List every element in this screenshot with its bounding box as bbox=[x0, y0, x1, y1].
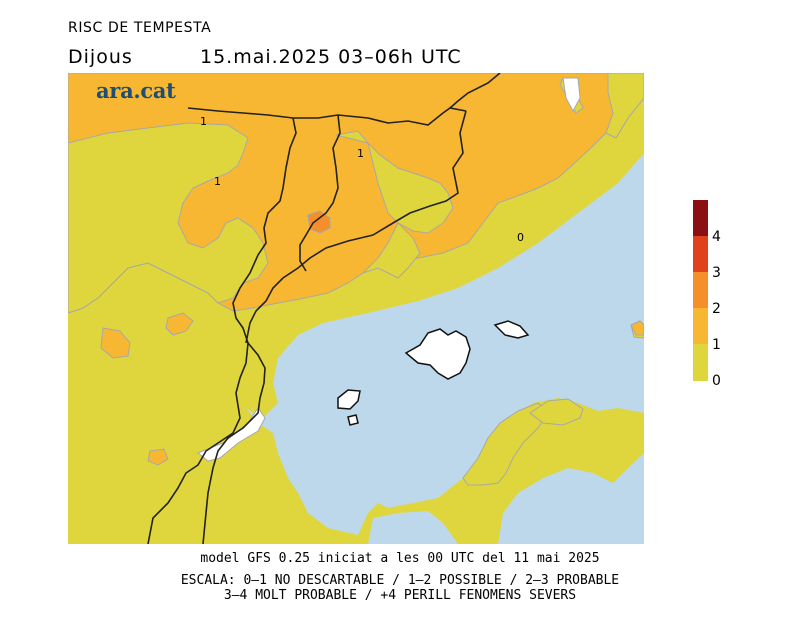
forecast-time: Dijous 15.mai.2025 03–06h UTC bbox=[68, 46, 462, 68]
risk-level-1-2-patch-coast bbox=[165, 312, 194, 336]
contour-labels: 1 1 1 0 bbox=[200, 115, 524, 244]
sea-area-south bbox=[368, 511, 458, 544]
forecast-day: Dijous bbox=[68, 46, 133, 68]
contour-label-0-sea: 0 bbox=[517, 231, 524, 244]
sea-area-south-east bbox=[498, 453, 644, 544]
legend-label-4: 4 bbox=[712, 229, 721, 245]
risk-level-0-1-west-hole bbox=[68, 122, 269, 314]
france-border bbox=[187, 107, 467, 126]
legend-swatch-4-plus bbox=[693, 200, 708, 236]
aragon-border bbox=[147, 117, 297, 544]
legend-label-3: 3 bbox=[712, 265, 721, 281]
legend-label-2: 2 bbox=[712, 301, 721, 317]
northeast-white-area bbox=[562, 77, 581, 113]
formentera-island bbox=[347, 414, 359, 426]
valencia-coastline bbox=[202, 342, 266, 544]
ibiza-island bbox=[337, 389, 361, 410]
legend-swatch-2-3 bbox=[693, 272, 708, 308]
catalonia-interior-border bbox=[299, 114, 341, 272]
risk-level-0-1-east-patch bbox=[529, 398, 584, 426]
risk-level-1-2-patch-east bbox=[630, 320, 644, 336]
model-info: model GFS 0.25 iniciat a les 00 UTC del … bbox=[200, 551, 600, 566]
mallorca-island bbox=[404, 328, 471, 380]
france-coast bbox=[449, 73, 501, 109]
political-borders bbox=[147, 73, 501, 544]
contour-label-1-east: 1 bbox=[357, 147, 364, 160]
forecast-datetime: 15.mai.2025 03–06h UTC bbox=[200, 46, 462, 68]
menorca-island bbox=[493, 320, 530, 339]
legend-swatch-0-1 bbox=[693, 344, 708, 381]
ara-cat-logo: ara.cat bbox=[96, 78, 176, 103]
risk-level-1-2-patch-west bbox=[100, 327, 131, 359]
scale-description-line-1: ESCALA: 0–1 NO DESCARTABLE / 1–2 POSSIBL… bbox=[180, 573, 620, 588]
risk-level-0-1-sea-area bbox=[462, 402, 549, 486]
legend-label-0: 0 bbox=[712, 373, 721, 389]
contour-label-1-west: 1 bbox=[200, 115, 207, 128]
contour-label-1-center: 1 bbox=[214, 175, 221, 188]
scale-description-line-2: 3–4 MOLT PROBABLE / +4 PERILL FENOMENS S… bbox=[223, 588, 577, 603]
legend-label-1: 1 bbox=[712, 337, 721, 353]
catalonia-coastline bbox=[245, 110, 467, 344]
risk-level-0-1-coast-strip bbox=[362, 222, 421, 279]
legend-swatch-1-2 bbox=[693, 308, 708, 344]
legend-swatch-3-4 bbox=[693, 236, 708, 272]
risk-map: 1 1 1 0 bbox=[68, 73, 644, 544]
map-title: RISC DE TEMPESTA bbox=[68, 20, 212, 36]
risk-level-0-1-northeast-hole bbox=[605, 73, 644, 139]
risk-color-scale bbox=[693, 200, 708, 381]
risk-level-1-2-patch-south bbox=[147, 448, 169, 466]
